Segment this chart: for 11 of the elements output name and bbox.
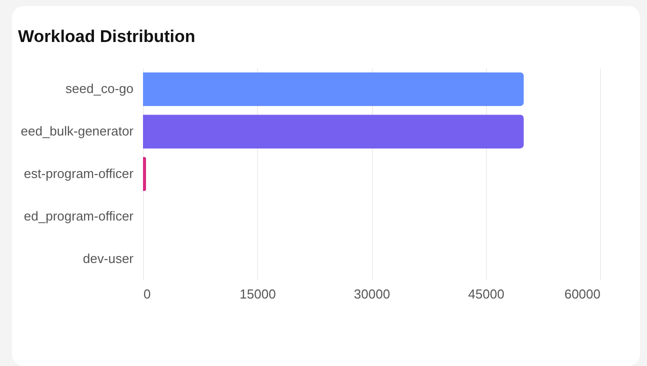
y-tick-label: est-program-officer [24,166,134,181]
x-tick-label: 0 [144,286,151,302]
x-tick-label: 45000 [468,286,504,302]
chart-title: Workload Distribution [18,27,196,46]
y-tick-label: dev-user [82,250,134,266]
x-tick-label: 15000 [240,286,276,302]
x-tick-label: 60000 [564,286,600,302]
y-tick-label: eed_bulk-generator [20,124,134,139]
y-tick-label: seed_co-go [66,81,134,96]
x-tick-label: 30000 [354,286,390,302]
y-tick-label: ed_program-officer [24,208,134,224]
